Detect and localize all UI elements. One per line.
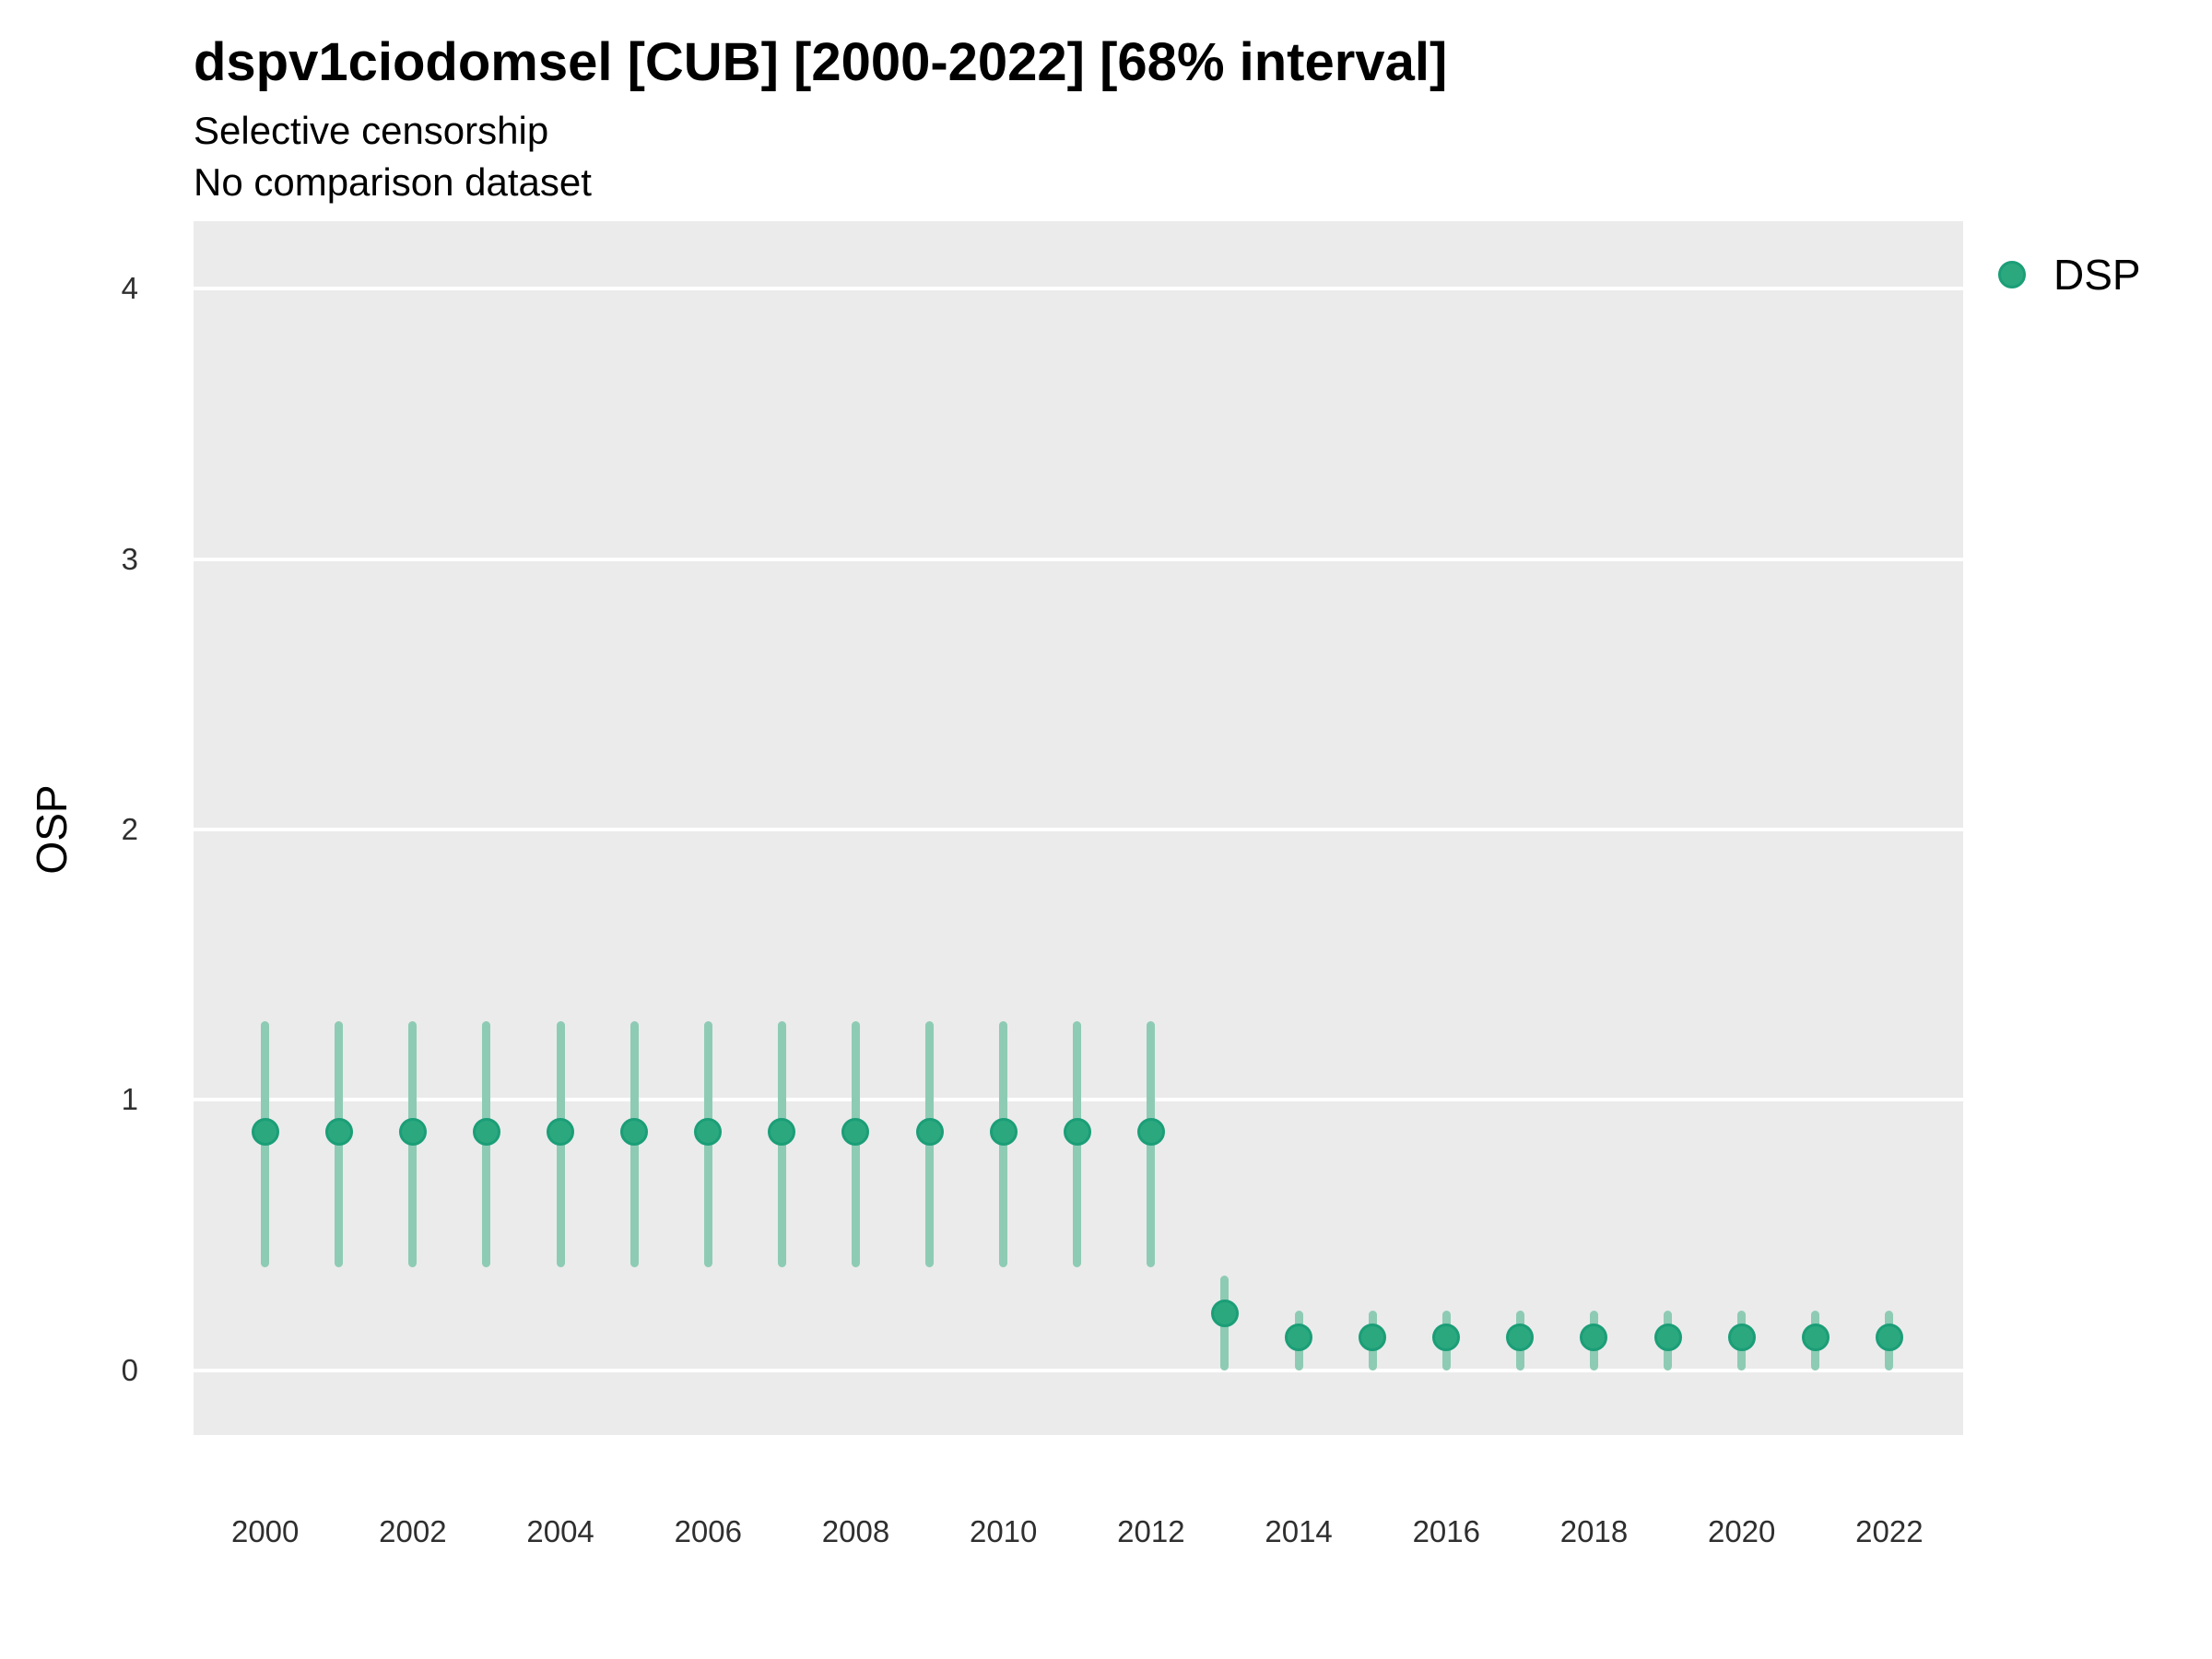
legend: DSP bbox=[1989, 241, 2210, 308]
gridline-y-3 bbox=[194, 557, 1963, 561]
chart-subtitle-2: No comparison dataset bbox=[194, 160, 592, 204]
data-point-2013 bbox=[1210, 1300, 1239, 1327]
gridline-y-0 bbox=[194, 1368, 1963, 1372]
x-tick-label-2002: 2002 bbox=[379, 1514, 447, 1548]
data-point-2021 bbox=[1801, 1324, 1830, 1352]
chart-subtitle-1: Selective censorship bbox=[194, 109, 549, 152]
data-point-2004 bbox=[547, 1118, 575, 1147]
gridline-y-2 bbox=[194, 827, 1963, 831]
data-point-2019 bbox=[1653, 1324, 1682, 1352]
x-tick-label-2012: 2012 bbox=[1117, 1514, 1185, 1548]
chart-title: dspv1ciodomsel [CUB] [2000-2022] [68% in… bbox=[194, 32, 1448, 92]
x-tick-label-2016: 2016 bbox=[1412, 1514, 1480, 1548]
data-point-2017 bbox=[1506, 1324, 1535, 1352]
x-tick-label-2006: 2006 bbox=[674, 1514, 742, 1548]
y-tick-label-2: 2 bbox=[121, 811, 138, 846]
data-point-2010 bbox=[989, 1118, 1018, 1147]
x-tick-label-2014: 2014 bbox=[1265, 1514, 1333, 1548]
gridline-y-4 bbox=[194, 287, 1963, 291]
data-point-2018 bbox=[1580, 1324, 1608, 1352]
x-tick-label-2010: 2010 bbox=[969, 1514, 1038, 1548]
legend-circle-icon bbox=[1998, 261, 2026, 288]
data-point-2014 bbox=[1285, 1324, 1313, 1352]
y-tick-label-0: 0 bbox=[121, 1352, 138, 1387]
data-point-2008 bbox=[841, 1118, 870, 1147]
x-tick-label-2020: 2020 bbox=[1707, 1514, 1776, 1548]
data-point-2022 bbox=[1875, 1324, 1903, 1352]
y-tick-label-4: 4 bbox=[121, 271, 138, 306]
y-tick-label-3: 3 bbox=[121, 541, 138, 576]
data-point-2012 bbox=[1136, 1118, 1165, 1147]
data-point-2001 bbox=[324, 1118, 353, 1147]
x-tick-label-2004: 2004 bbox=[526, 1514, 594, 1548]
x-tick-label-2018: 2018 bbox=[1559, 1514, 1629, 1548]
data-point-2006 bbox=[694, 1118, 723, 1147]
legend-label: DSP bbox=[2053, 251, 2141, 299]
data-point-2000 bbox=[251, 1118, 279, 1147]
data-point-2007 bbox=[768, 1118, 796, 1147]
x-tick-label-2008: 2008 bbox=[821, 1514, 890, 1548]
data-point-2016 bbox=[1432, 1324, 1461, 1352]
plot-panel bbox=[194, 221, 1963, 1435]
data-point-2020 bbox=[1727, 1324, 1756, 1352]
x-tick-label-2022: 2022 bbox=[1855, 1514, 1924, 1548]
data-point-2002 bbox=[398, 1118, 427, 1147]
y-tick-label-1: 1 bbox=[121, 1082, 138, 1117]
data-point-2011 bbox=[1063, 1118, 1091, 1147]
data-point-2005 bbox=[620, 1118, 649, 1147]
data-point-2015 bbox=[1359, 1324, 1387, 1352]
x-tick-label-2000: 2000 bbox=[230, 1514, 300, 1548]
data-point-2003 bbox=[472, 1118, 500, 1147]
data-point-2009 bbox=[915, 1118, 944, 1147]
